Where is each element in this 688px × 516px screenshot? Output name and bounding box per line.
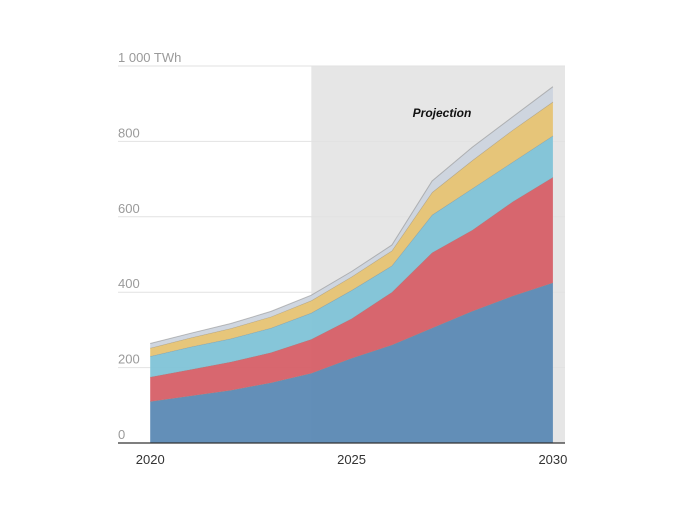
labels: Projection 0 200 400 600 800 1 000 TWh 2020 202… <box>118 50 567 467</box>
area-series-2 <box>150 177 553 402</box>
y-tick-label-200: 200 <box>118 352 140 367</box>
y-tick-label-400: 400 <box>118 276 140 291</box>
projection-label: Projection <box>413 106 472 120</box>
area-series-1 <box>150 282 553 443</box>
y-tick-label-600: 600 <box>118 201 140 216</box>
x-tick-label-2030: 2030 <box>538 452 567 467</box>
y-tick-label-0: 0 <box>118 427 125 442</box>
x-tick-label-2020: 2020 <box>136 452 165 467</box>
y-tick-label-1000: 1 000 TWh <box>118 50 181 65</box>
area-series-3 <box>150 135 553 377</box>
y-tick-label-800: 800 <box>118 125 140 140</box>
area-edge-5 <box>150 86 554 344</box>
x-tick-label-2025: 2025 <box>337 452 366 467</box>
area-series-group <box>150 86 554 443</box>
